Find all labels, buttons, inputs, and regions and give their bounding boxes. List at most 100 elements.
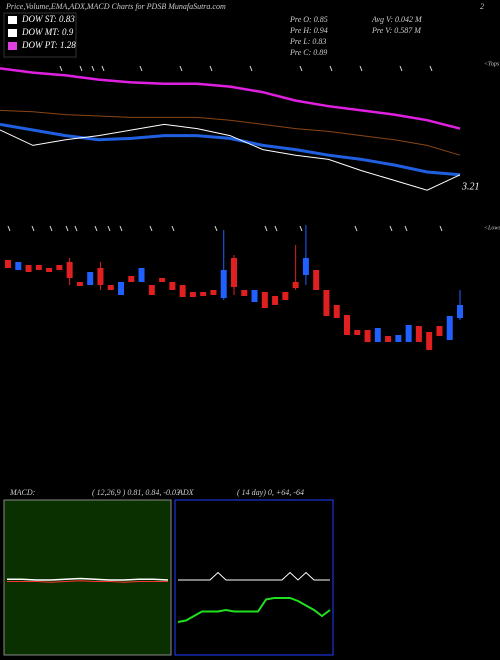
top-marker [329,65,333,72]
candle-body [261,292,268,308]
candle-body [66,262,73,278]
candle-body [15,262,22,270]
series-line [0,122,461,177]
stat: Pre C: 0.89 [289,48,327,57]
top-marker [209,65,213,72]
stat: Pre V: 0.587 M [371,26,422,35]
candle-body [313,270,320,290]
price-label: 3.21 [461,181,480,192]
low-marker [31,225,35,232]
series-line [0,67,461,130]
candle-body [457,305,463,318]
candle-body [374,328,381,342]
candle-body [251,290,258,302]
top-marker [429,65,433,72]
top-marker [101,65,105,72]
candle-body [25,265,32,272]
legend-swatch [8,16,17,24]
panel-background [3,499,172,656]
low-marker [149,225,153,232]
candle-body [395,335,402,342]
candle-body [446,316,453,340]
low-marker [119,225,123,232]
candle-body [241,290,248,296]
candle-body [405,325,412,342]
low-marker [65,225,69,232]
candle-body [272,296,279,305]
candle-body [76,282,83,286]
candle-body [385,336,392,342]
candle-body [210,290,217,295]
candle-body [292,282,299,288]
legend-swatch [8,42,17,50]
top-marker [249,65,253,72]
legend-label: DOW MT: 0.9 [21,27,74,37]
low-marker [214,225,218,232]
panel-background [174,499,334,656]
top-marker [139,65,143,72]
stat: Pre O: 0.85 [289,15,328,24]
low-marker [274,225,278,232]
candle-body [87,272,94,285]
stat: Avg V: 0.042 M [371,15,423,24]
candle-body [220,270,227,298]
series-line [0,109,461,156]
header-title: Price,Volume,EMA,ADX,MACD Charts for PDS… [5,2,226,11]
candle-body [200,292,207,296]
candle-body [97,268,104,285]
low-marker [439,225,443,232]
top-marker [359,65,363,72]
panel-title: ADX [177,488,195,497]
top-marker [91,65,95,72]
legend-label: DOW PT: 1.28 [21,40,76,50]
candle-body [118,282,124,295]
top-marker [399,65,403,72]
candle-body [179,285,186,297]
top-marker [179,65,183,72]
candle-body [189,292,196,297]
candle-body [323,290,330,316]
low-marker [49,225,53,232]
candle-body [302,258,309,275]
top-marker [299,65,303,72]
candle-body [107,285,114,290]
series-line [7,580,168,583]
low-marker [404,225,408,232]
tops-label: <Tops [484,61,500,67]
panel-subtitle: ( 14 day) 0, +64, -64 [237,488,304,497]
series-line [177,597,331,623]
candle-body [159,278,166,282]
legend-label: DOW ST: 0.83 [21,14,75,24]
low-marker [7,225,11,232]
series-line [178,571,330,581]
candle-body [35,265,42,270]
low-marker [171,225,175,232]
series-line [7,577,169,581]
candle-body [354,330,361,335]
low-marker [354,225,358,232]
candle-body [231,258,237,287]
candle-body [344,315,350,335]
stat: Pre H: 0.94 [289,26,328,35]
low-marker [94,225,98,232]
candle-body [46,268,53,272]
candle-body [148,285,155,295]
candle-body [282,292,289,300]
low-marker [389,225,393,232]
low-marker [299,225,303,232]
low-marker [264,225,268,232]
top-marker [59,65,63,72]
candle-body [436,326,443,336]
panel-subtitle: ( 12,26,9 ) 0.81, 0.84, -0.03 [92,488,180,497]
stat: Pre L: 0.83 [289,37,326,46]
candle-body [56,265,63,270]
page-number: 2 [480,2,484,11]
legend-swatch [8,29,17,37]
candle-body [333,305,340,318]
candle-body [138,268,145,282]
candle-body [128,276,135,282]
candle-body [5,260,11,268]
candle-body [426,332,433,350]
